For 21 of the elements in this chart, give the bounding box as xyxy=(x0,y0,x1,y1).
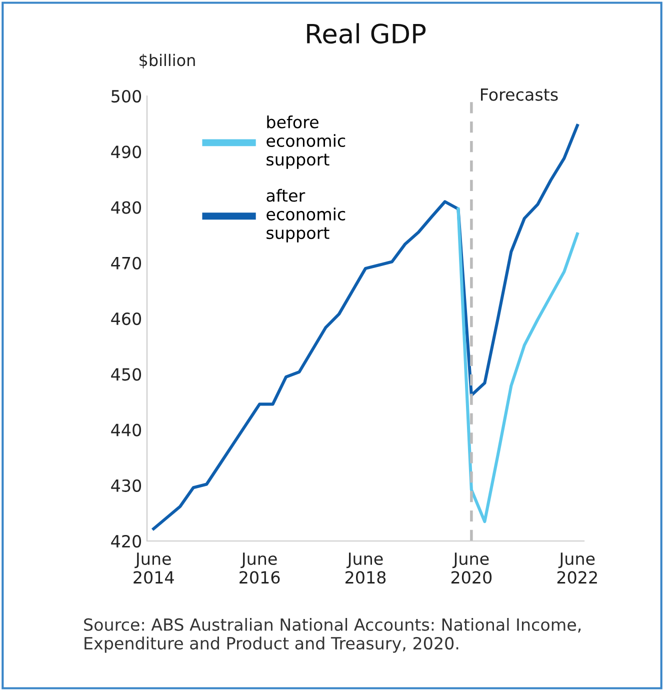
y-tick-label: 450 xyxy=(111,368,142,381)
chart-title: Real GDP xyxy=(307,23,426,44)
y-tick-label: 460 xyxy=(111,312,142,326)
y-tick-label: 440 xyxy=(111,424,142,436)
y-axis-title: $billion xyxy=(140,54,195,68)
legend-label: after economic support xyxy=(266,188,346,242)
y-tick-label: 430 xyxy=(111,479,142,492)
x-tick-label: June 2016 xyxy=(240,552,280,584)
y-tick-label: 420 xyxy=(111,534,142,548)
line-series xyxy=(456,207,579,524)
ref-line-label: Forecasts xyxy=(481,88,558,101)
y-tick-label: 490 xyxy=(111,146,142,158)
x-tick-label: June 2020 xyxy=(451,552,492,584)
x-tick-label: June 2018 xyxy=(346,552,386,584)
y-tick-label: 480 xyxy=(111,201,142,214)
legend-label: before economic support xyxy=(266,115,346,169)
x-tick-label: June 2014 xyxy=(134,552,174,584)
x-tick-label: June 2022 xyxy=(557,552,597,584)
source-note: Source: ABS Australian National Accounts: National Income, Expenditure and Product and Treasury, 2020. xyxy=(84,618,581,653)
y-tick-label: 470 xyxy=(111,256,142,270)
y-tick-label: 500 xyxy=(112,90,142,103)
